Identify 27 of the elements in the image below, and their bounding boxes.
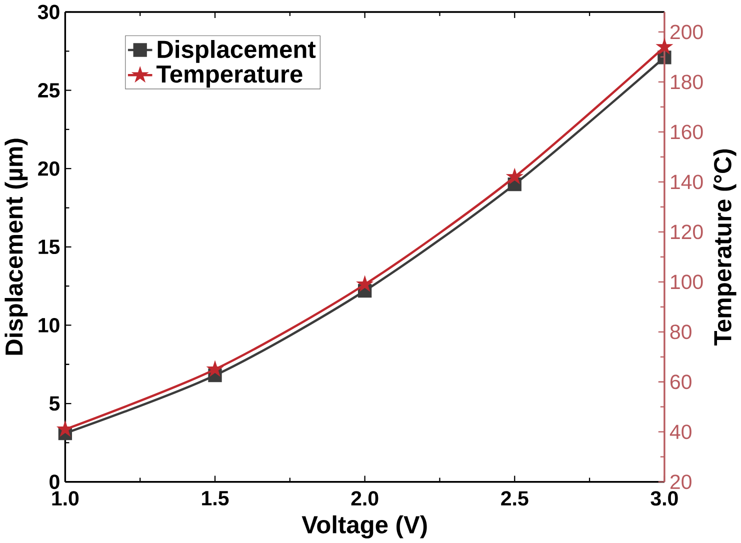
y2-tick-label: 80 — [670, 324, 692, 340]
y-tick-label: 30 — [38, 4, 60, 20]
y-tick-label: 15 — [38, 240, 60, 254]
legend-label: Displacement — [158, 40, 316, 63]
x-axis-title: Voltage (V) — [302, 515, 427, 538]
y-axis-title: Displacement (µm) — [4, 138, 28, 355]
y2-tick-label: 40 — [670, 424, 692, 440]
x-tick-label: 1.5 — [202, 491, 229, 506]
y2-tick-label: 120 — [671, 224, 703, 240]
y2-tick-label: 180 — [671, 74, 703, 90]
y-tick-label: 0 — [50, 474, 60, 490]
x-tick-label: 1.0 — [52, 491, 79, 506]
y2-tick-label: 100 — [671, 274, 703, 290]
y2-axis-title: Temperature (°C) — [713, 149, 736, 346]
legend-label: Temperature — [156, 66, 302, 88]
y-tick-label: 25 — [38, 82, 60, 98]
y2-tick-label: 60 — [670, 374, 692, 390]
y-tick-label: 10 — [38, 318, 60, 332]
y2-tick-label: 200 — [670, 24, 703, 40]
x-tick-label: 2.0 — [351, 491, 378, 506]
y2-tick-label: 160 — [671, 124, 703, 140]
y2-tick-label: 20 — [670, 474, 692, 490]
y-tick-label: 5 — [49, 396, 60, 411]
x-tick-label: 3.0 — [650, 491, 678, 506]
x-tick-label: 2.5 — [501, 491, 528, 506]
y2-tick-label: 140 — [671, 174, 703, 190]
y-tick-label: 20 — [38, 161, 60, 176]
